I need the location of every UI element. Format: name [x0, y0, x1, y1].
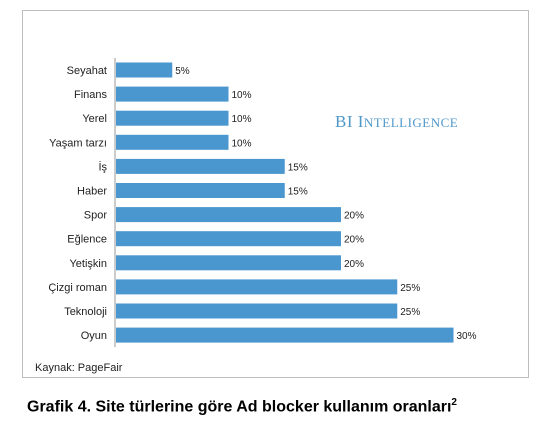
category-label: Teknoloji [64, 306, 107, 318]
bar [116, 255, 341, 271]
brand-part-i: I [357, 112, 364, 131]
value-label: 5% [175, 66, 190, 77]
bar [116, 183, 285, 198]
category-label: Yetişkin [69, 258, 107, 270]
category-label: Çizgi roman [48, 282, 107, 294]
bar [116, 279, 398, 295]
value-label: 25% [400, 283, 420, 294]
brand-part-rest: NTELLIGENCE [363, 115, 459, 130]
value-label: 25% [400, 307, 420, 318]
caption-footnote: 2 [451, 397, 457, 408]
brand-part-bi: BI [335, 112, 358, 131]
value-label: 15% [288, 162, 308, 173]
figure-caption: Grafik 4. Site türlerine göre Ad blocker… [27, 397, 457, 416]
bi-intelligence-logo: BI INTELLIGENCE [335, 112, 458, 132]
category-label: Yaşam tarzı [49, 137, 107, 149]
source-note: Kaynak: PageFair [35, 362, 123, 374]
value-label: 10% [232, 114, 252, 125]
value-label: 20% [344, 211, 364, 222]
bar [116, 86, 229, 102]
bar [116, 158, 285, 174]
category-label: Eğlence [67, 234, 107, 246]
bar [116, 62, 173, 78]
bar [116, 110, 229, 126]
category-label: Haber [77, 186, 107, 198]
bar [116, 231, 341, 247]
chart-frame: Seyahat 5% Finans 10% Yerel 10% Yaşam tarzı 10%… [22, 10, 529, 378]
category-label: Finans [74, 89, 108, 101]
category-label: Seyahat [67, 65, 107, 77]
value-label: 15% [288, 187, 308, 198]
value-label: 10% [232, 138, 252, 149]
value-label: 20% [344, 259, 364, 270]
category-label: Oyun [81, 330, 107, 342]
category-label: Spor [84, 210, 108, 222]
value-label: 30% [457, 331, 477, 342]
caption-text: Grafik 4. Site türlerine göre Ad blocker… [27, 398, 452, 416]
bar [116, 207, 341, 223]
value-label: 20% [344, 235, 364, 246]
bar-chart: Seyahat 5% Finans 10% Yerel 10% Yaşam tarzı 10%… [48, 57, 477, 348]
bar [116, 303, 398, 319]
category-label: Yerel [82, 113, 107, 125]
bar [116, 327, 454, 343]
category-label: İş [98, 160, 107, 173]
bar [116, 134, 229, 150]
value-label: 10% [232, 90, 252, 101]
